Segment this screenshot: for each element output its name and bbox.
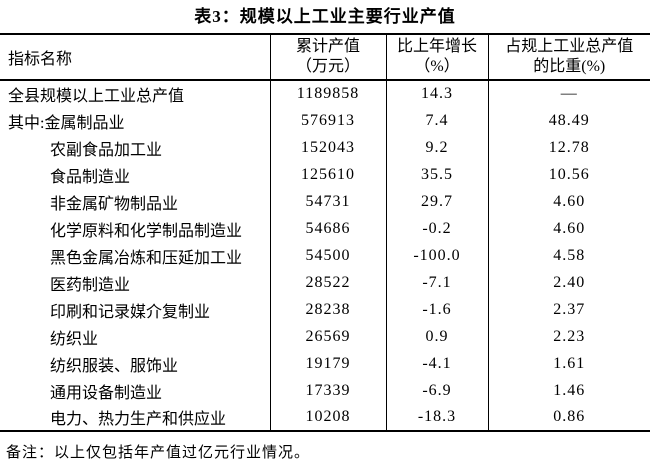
table-row: 医药制造业 28522 -7.1 2.40 xyxy=(0,269,650,296)
header-growth-line1: 比上年增长 xyxy=(396,38,477,55)
growth-value: -18.3 xyxy=(385,404,488,431)
industry-name: 其中:金属制品业 xyxy=(8,114,125,132)
industry-name: 印刷和记录媒介复制业 xyxy=(50,303,211,321)
growth-value: -6.9 xyxy=(385,377,488,404)
table-title: 表3：规模以上工业主要行业产值 xyxy=(194,7,456,26)
growth-value: -4.1 xyxy=(385,350,488,377)
header-row: 指标名称 累计产值 （万元） 比上年增长 （%） 占规上工业总产值 的比重(%) xyxy=(0,34,650,80)
header-indicator-name: 指标名称 xyxy=(8,51,73,68)
table-row: 电力、热力生产和供应业 10208 -18.3 0.86 xyxy=(0,404,650,431)
table-row: 纺织服装、服饰业 19179 -4.1 1.61 xyxy=(0,350,650,377)
industry-name: 电力、热力生产和供应业 xyxy=(50,411,227,428)
share-value: 2.23 xyxy=(487,323,650,350)
growth-value: -7.1 xyxy=(385,269,488,296)
growth-value: 35.5 xyxy=(385,161,488,188)
table-row: 农副食品加工业 152043 9.2 12.78 xyxy=(0,134,650,161)
share-value: 1.46 xyxy=(487,377,650,404)
table-row: 黑色金属冶炼和压延加工业 54500 -100.0 4.58 xyxy=(0,242,650,269)
output-value: 54500 xyxy=(269,242,386,269)
output-value: 28522 xyxy=(269,269,386,296)
share-value: 10.56 xyxy=(487,161,650,188)
table-row: 食品制造业 125610 35.5 10.56 xyxy=(0,161,650,188)
output-value: 54731 xyxy=(269,188,386,215)
growth-value: -0.2 xyxy=(385,215,488,242)
table-row: 印刷和记录媒介复制业 28238 -1.6 2.37 xyxy=(0,296,650,323)
share-value: 4.58 xyxy=(487,242,650,269)
header-share-line2: 的比重(%) xyxy=(533,58,606,75)
share-value: — xyxy=(487,80,650,107)
footnote: 备注：以上仅包括年产值过亿元行业情况。 xyxy=(6,445,311,461)
share-value: 4.60 xyxy=(487,215,650,242)
share-value: 2.40 xyxy=(487,269,650,296)
table-row: 其中:金属制品业 576913 7.4 48.49 xyxy=(0,107,650,134)
growth-value: 14.3 xyxy=(385,80,488,107)
output-value: 26569 xyxy=(269,323,386,350)
output-value: 28238 xyxy=(269,296,386,323)
header-cumulative-output-line1: 累计产值 xyxy=(295,38,360,55)
table-row: 全县规模以上工业总产值 1189858 14.3 — xyxy=(0,80,650,107)
growth-value: -1.6 xyxy=(385,296,488,323)
growth-value: 9.2 xyxy=(385,134,488,161)
table-row: 通用设备制造业 17339 -6.9 1.46 xyxy=(0,377,650,404)
industry-output-table: 指标名称 累计产值 （万元） 比上年增长 （%） 占规上工业总产值 的比重(%)… xyxy=(0,33,650,432)
industry-name: 纺织业 xyxy=(50,330,99,348)
industry-name: 医药制造业 xyxy=(50,276,131,294)
table-row: 非金属矿物制品业 54731 29.7 4.60 xyxy=(0,188,650,215)
share-value: 48.49 xyxy=(487,107,650,134)
header-growth: 比上年增长 （%） xyxy=(385,34,488,80)
share-value: 1.61 xyxy=(487,350,650,377)
header-cumulative-output: 累计产值 （万元） xyxy=(269,34,386,80)
industry-name: 化学原料和化学制品制造业 xyxy=(50,222,243,240)
header-share-line1: 占规上工业总产值 xyxy=(505,38,634,55)
industry-name: 纺织服装、服饰业 xyxy=(50,357,179,375)
output-value: 19179 xyxy=(269,350,386,377)
output-value: 576913 xyxy=(269,107,386,134)
output-value: 152043 xyxy=(269,134,386,161)
industry-name: 通用设备制造业 xyxy=(50,384,163,402)
industry-name: 全县规模以上工业总产值 xyxy=(8,88,185,105)
industry-name: 非金属矿物制品业 xyxy=(50,195,179,213)
growth-value: -100.0 xyxy=(385,242,488,269)
header-share: 占规上工业总产值 的比重(%) xyxy=(487,34,650,80)
share-value: 4.60 xyxy=(487,188,650,215)
growth-value: 0.9 xyxy=(385,323,488,350)
table-row: 化学原料和化学制品制造业 54686 -0.2 4.60 xyxy=(0,215,650,242)
share-value: 12.78 xyxy=(487,134,650,161)
table-row: 纺织业 26569 0.9 2.23 xyxy=(0,323,650,350)
output-value: 54686 xyxy=(269,215,386,242)
output-value: 10208 xyxy=(269,404,386,431)
header-cumulative-output-line2: （万元） xyxy=(295,58,360,75)
industry-name: 食品制造业 xyxy=(50,168,131,186)
growth-value: 7.4 xyxy=(385,107,488,134)
share-value: 2.37 xyxy=(487,296,650,323)
share-value: 0.86 xyxy=(487,404,650,431)
industry-name: 农副食品加工业 xyxy=(50,141,163,159)
growth-value: 29.7 xyxy=(385,188,488,215)
header-growth-line2: （%） xyxy=(414,58,460,75)
output-value: 125610 xyxy=(269,161,386,188)
output-value: 1189858 xyxy=(269,80,386,107)
output-value: 17339 xyxy=(269,377,386,404)
industry-name: 黑色金属冶炼和压延加工业 xyxy=(50,249,243,267)
